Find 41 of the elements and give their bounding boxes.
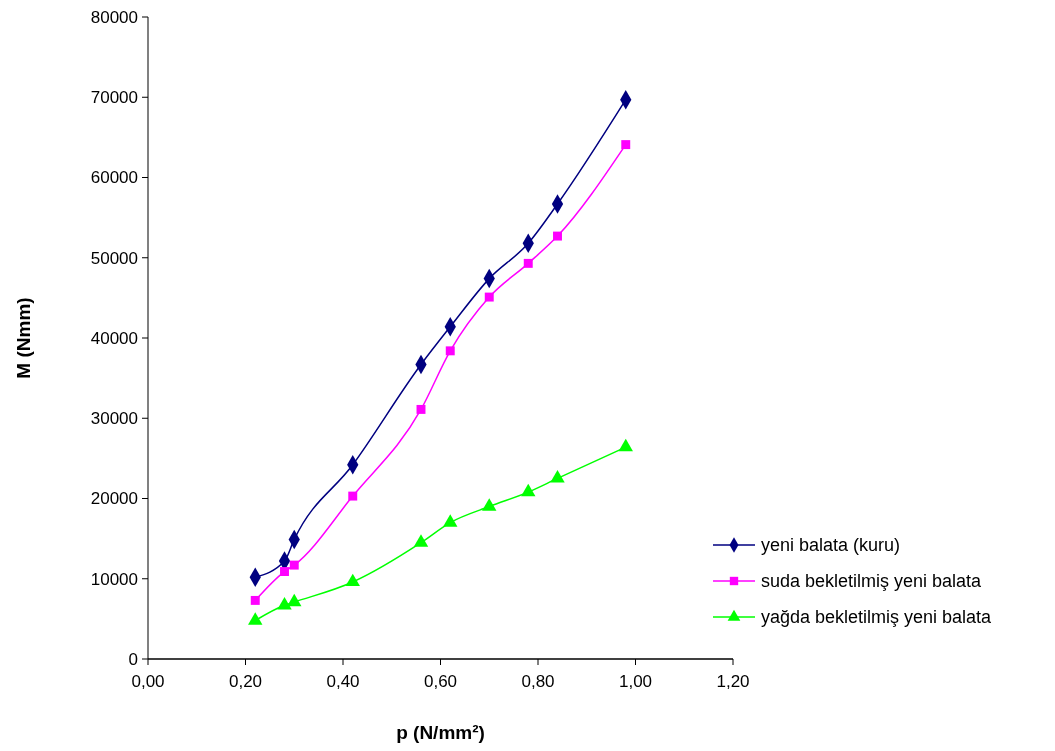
y-tick-label: 80000 [90, 7, 138, 27]
point [416, 404, 426, 414]
point [250, 595, 260, 605]
point [523, 258, 533, 268]
x-tick-label: 1,20 [716, 672, 750, 691]
point [277, 596, 292, 610]
y-tick-label: 10000 [90, 569, 138, 589]
legend-label: suda bekletilmiş yeni balata [761, 571, 983, 592]
point [289, 560, 299, 570]
y-tick-label: 0 [128, 649, 138, 669]
point [280, 567, 289, 576]
point [248, 612, 263, 625]
x-tick-label: 1,00 [618, 672, 653, 691]
x-tick-label: 0,40 [326, 672, 360, 691]
point [445, 346, 455, 356]
point [443, 514, 458, 527]
y-tick-label: 40000 [90, 328, 138, 348]
legend-label: yağda bekletilmiş yeni balata [761, 607, 993, 628]
point [621, 140, 631, 150]
point [482, 498, 497, 511]
point [618, 438, 633, 452]
legend-label: yeni balata (kuru) [761, 535, 901, 556]
x-tick-label: 0,80 [521, 672, 555, 691]
point [287, 593, 302, 607]
point [553, 231, 562, 241]
x-tick-label: 0,20 [228, 672, 263, 691]
point [345, 573, 360, 587]
point [484, 292, 494, 302]
y-tick-label: 70000 [90, 88, 138, 108]
x-tick-label: 0,00 [131, 672, 165, 691]
y-axis-title: M (Nmm) [13, 297, 34, 379]
point [413, 534, 429, 547]
point [550, 470, 565, 483]
y-tick-label: 50000 [90, 248, 138, 268]
y-tick-label: 30000 [90, 409, 138, 429]
point [348, 491, 358, 501]
x-tick-label: 0,60 [423, 672, 458, 691]
y-tick-label: 60000 [90, 168, 138, 188]
point [521, 483, 536, 497]
x-axis-title: p (N/mm²) [396, 722, 485, 743]
y-tick-label: 20000 [90, 489, 138, 509]
